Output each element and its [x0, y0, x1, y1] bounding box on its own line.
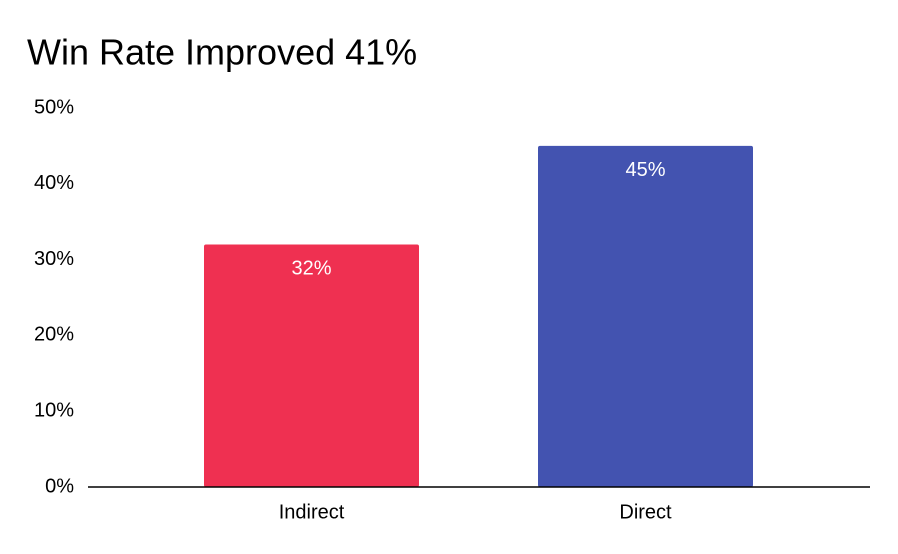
x-tick-label: Direct [619, 501, 672, 523]
y-tick-label: 40% [34, 172, 74, 194]
y-tick-label: 10% [34, 399, 74, 421]
x-tick-label: Indirect [279, 501, 345, 523]
y-tick-label: 20% [34, 324, 74, 346]
value-label: 45% [625, 159, 665, 181]
y-tick-label: 30% [34, 248, 74, 270]
bar [204, 244, 419, 487]
bar [538, 145, 753, 487]
y-tick-label: 0% [45, 475, 74, 497]
chart-title: Win Rate Improved 41% [27, 32, 417, 73]
y-tick-label: 50% [34, 96, 74, 118]
value-label: 32% [291, 258, 331, 280]
